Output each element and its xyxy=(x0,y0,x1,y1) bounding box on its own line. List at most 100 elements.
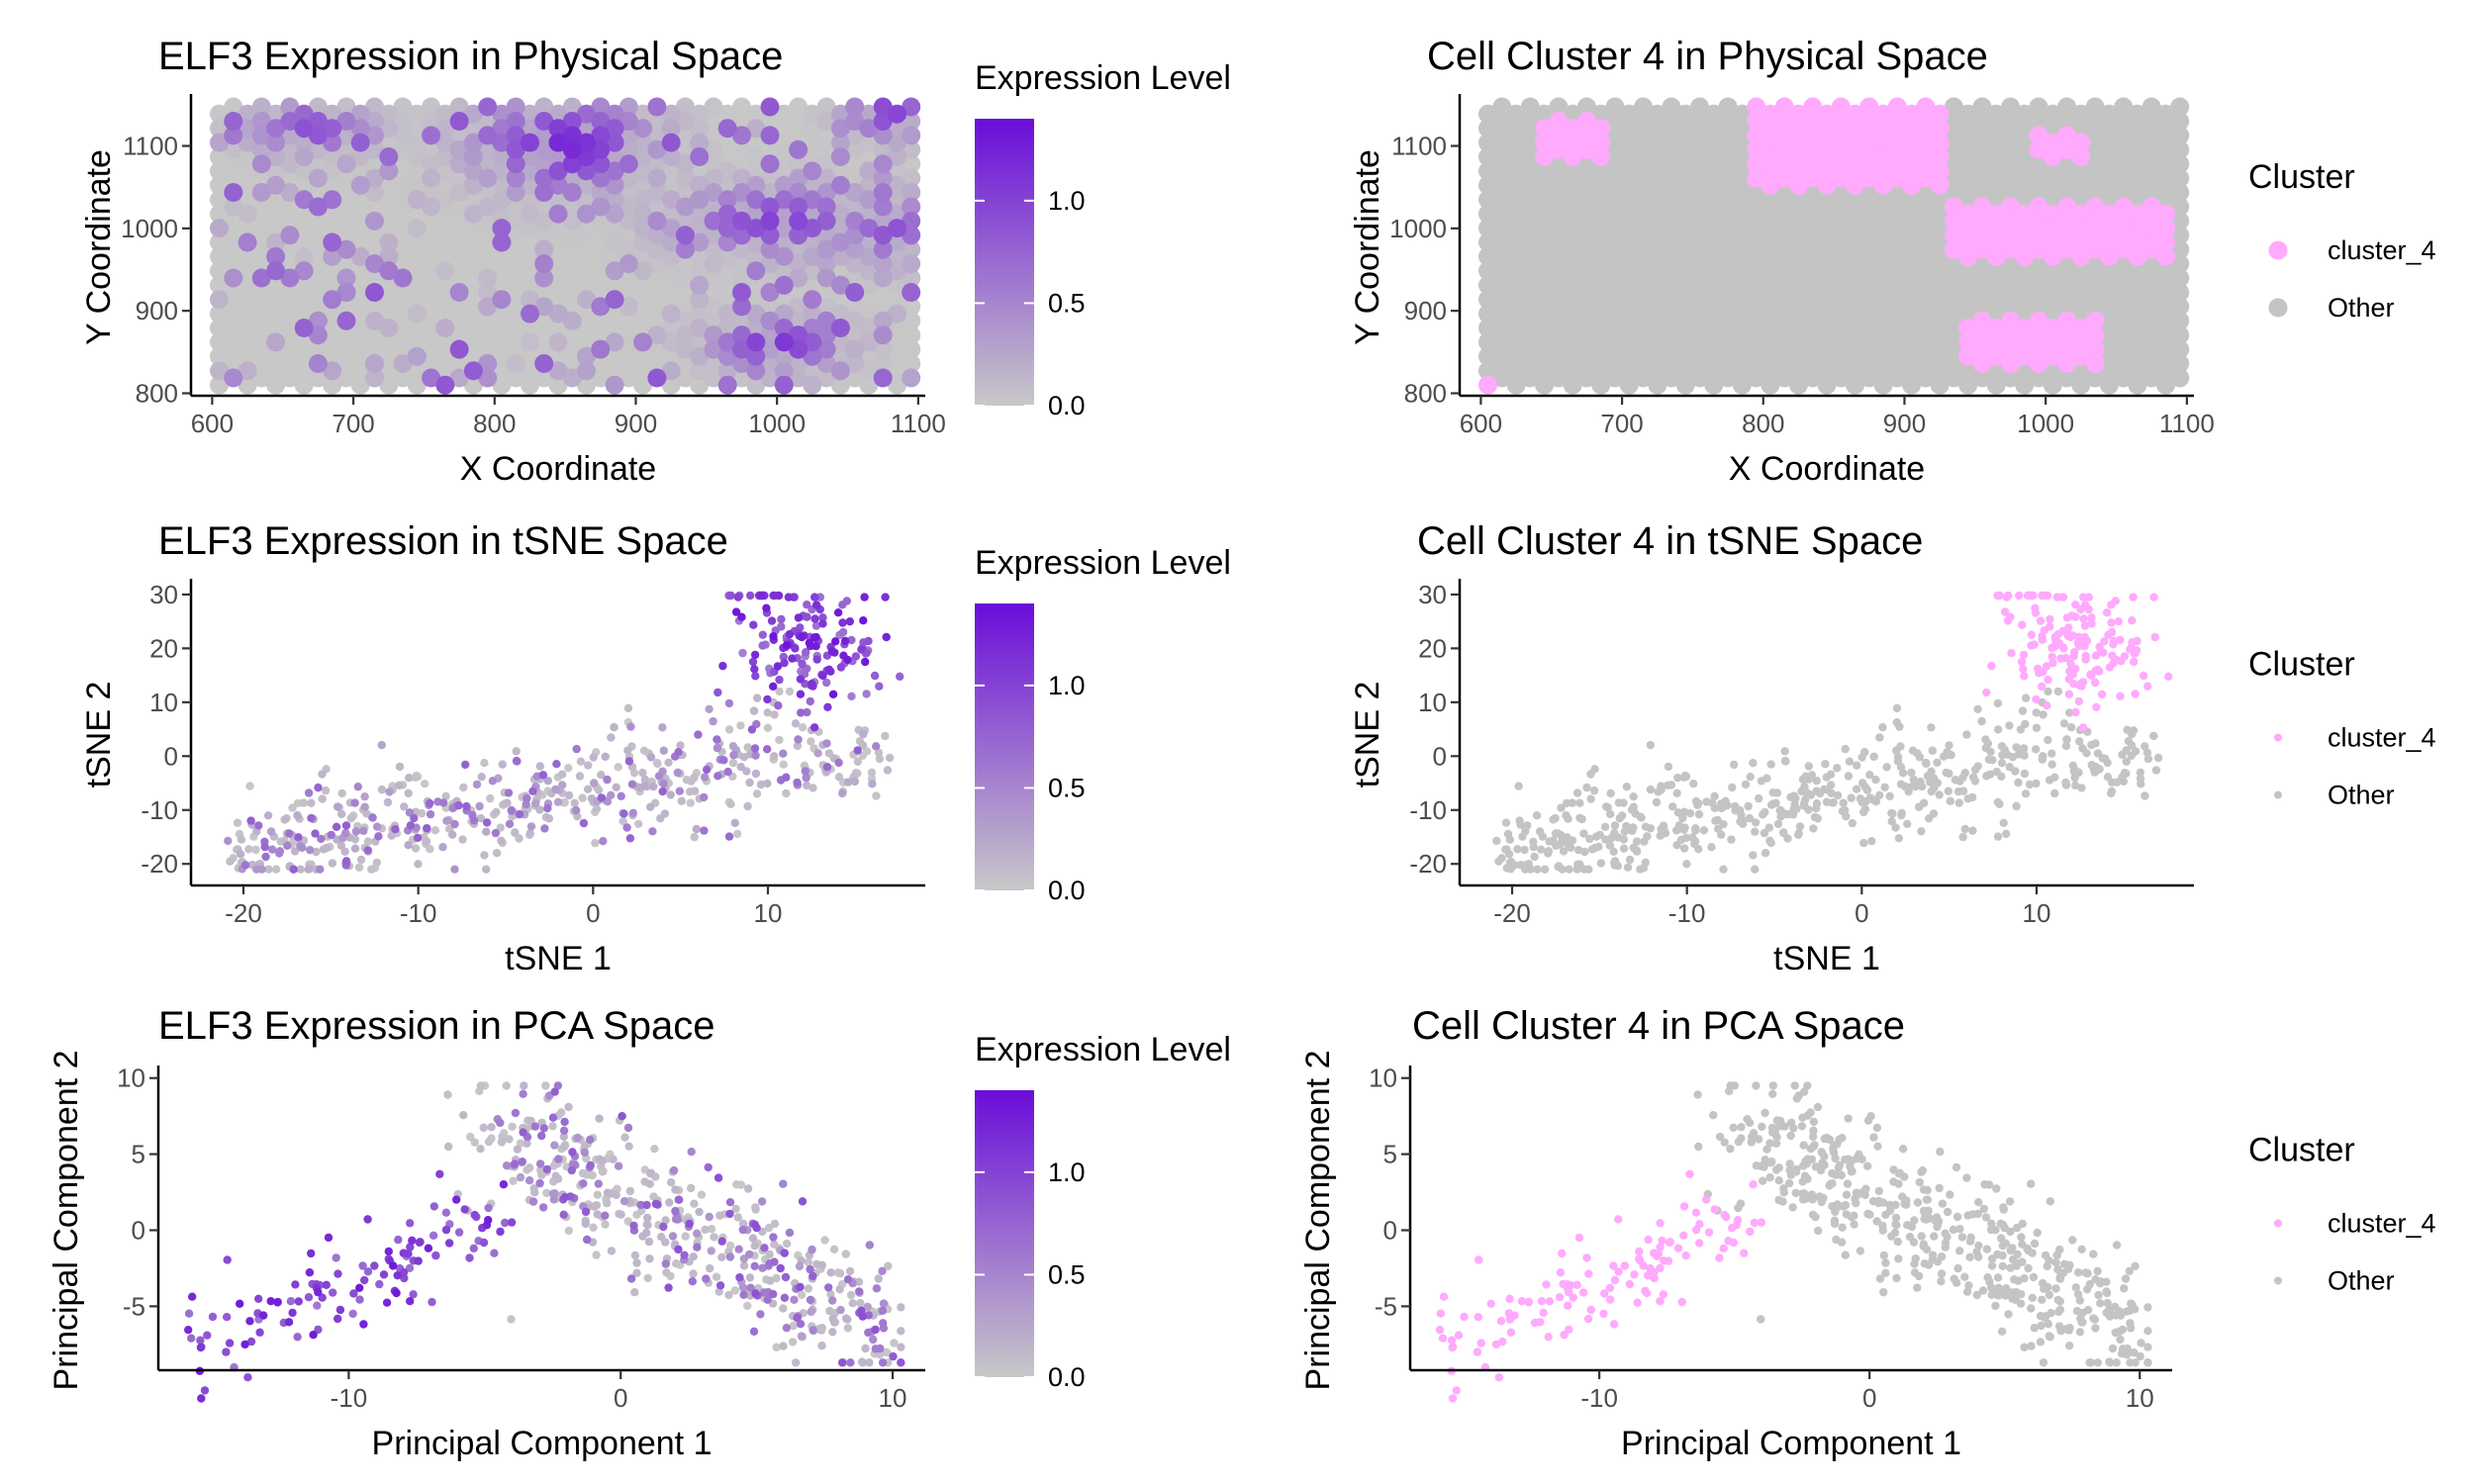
data-point xyxy=(506,112,525,131)
data-point xyxy=(806,1264,814,1274)
data-point xyxy=(391,825,400,834)
data-point xyxy=(873,126,893,145)
data-point xyxy=(715,1281,725,1290)
data-point xyxy=(777,614,786,624)
data-point xyxy=(435,147,455,166)
data-point xyxy=(1944,297,1963,317)
data-point xyxy=(1868,795,1877,804)
data-point xyxy=(748,657,758,667)
data-point xyxy=(1913,1283,1922,1292)
colorbar-label: 0.5 xyxy=(1048,1259,1086,1289)
data-point xyxy=(2071,161,2091,181)
data-point xyxy=(1831,112,1851,131)
data-point xyxy=(1846,346,1864,366)
data-point xyxy=(1449,1343,1458,1351)
data-point xyxy=(1478,246,1497,266)
data-point xyxy=(845,368,865,388)
data-point xyxy=(1786,1131,1795,1141)
data-point xyxy=(733,829,742,839)
data-point xyxy=(853,757,862,766)
data-point xyxy=(1916,297,1936,317)
data-point xyxy=(521,119,539,139)
data-point xyxy=(506,211,525,231)
data-point xyxy=(1973,704,1982,713)
data-point xyxy=(336,154,356,174)
data-point xyxy=(2114,254,2134,274)
data-point xyxy=(1764,823,1774,832)
data-point xyxy=(251,97,271,117)
data-point xyxy=(280,268,300,288)
data-point xyxy=(748,1234,758,1243)
data-point xyxy=(449,311,469,330)
data-point xyxy=(1760,104,1780,124)
data-point xyxy=(760,139,780,159)
data-point xyxy=(730,1286,739,1295)
data-point xyxy=(299,798,308,807)
data-point xyxy=(2128,190,2147,210)
data-point xyxy=(816,183,836,202)
data-point xyxy=(372,822,382,831)
data-point xyxy=(2099,104,2119,124)
data-point xyxy=(2004,1310,2013,1319)
data-point xyxy=(746,119,766,139)
data-point xyxy=(567,1165,576,1175)
data-point xyxy=(1552,841,1561,850)
data-point xyxy=(1869,1133,1878,1142)
data-point xyxy=(286,1297,296,1306)
data-point xyxy=(647,183,667,202)
points-layer xyxy=(210,97,921,395)
data-point xyxy=(1803,154,1823,174)
data-point xyxy=(449,339,469,359)
data-point xyxy=(896,672,904,681)
data-point xyxy=(767,616,777,625)
data-point xyxy=(2105,1357,2114,1366)
data-point xyxy=(1850,1211,1858,1220)
data-point xyxy=(224,368,243,388)
data-point xyxy=(476,813,486,823)
data-point xyxy=(1591,175,1611,195)
data-point xyxy=(548,175,568,195)
data-point xyxy=(224,254,243,274)
data-point xyxy=(1619,246,1639,266)
data-point xyxy=(2085,97,2105,117)
data-point xyxy=(1958,346,1978,366)
data-point xyxy=(2031,608,2041,617)
data-point xyxy=(685,1219,694,1229)
data-point xyxy=(618,226,638,245)
data-point xyxy=(1916,154,1936,174)
data-point xyxy=(2043,361,2062,381)
data-point xyxy=(1846,161,1864,181)
data-point xyxy=(793,741,803,751)
data-point xyxy=(1930,175,1950,195)
data-point xyxy=(1776,812,1785,821)
data-point xyxy=(845,197,865,217)
data-point xyxy=(860,593,869,602)
data-point xyxy=(1704,119,1724,139)
data-point xyxy=(1478,190,1497,210)
data-point xyxy=(2099,290,2119,310)
data-point xyxy=(251,368,271,388)
data-point xyxy=(1521,823,1530,833)
data-point xyxy=(1993,832,2003,841)
data-point xyxy=(519,1128,527,1137)
data-point xyxy=(577,275,596,295)
data-point xyxy=(2077,1318,2086,1327)
data-point xyxy=(562,112,582,131)
data-point xyxy=(245,1317,254,1326)
data-point xyxy=(672,1259,681,1268)
data-point xyxy=(1930,1232,1939,1241)
data-point xyxy=(690,246,710,266)
data-point xyxy=(591,112,611,131)
data-point xyxy=(511,1159,520,1168)
data-point xyxy=(1779,1188,1789,1197)
data-point xyxy=(1478,133,1497,152)
data-point xyxy=(1974,1198,1983,1207)
data-point xyxy=(704,297,723,317)
data-point xyxy=(492,161,512,181)
data-point xyxy=(365,354,384,373)
data-point xyxy=(1623,863,1633,872)
data-point xyxy=(280,197,300,217)
data-point xyxy=(1916,97,1936,117)
data-point xyxy=(1773,819,1783,829)
data-point xyxy=(496,823,505,832)
